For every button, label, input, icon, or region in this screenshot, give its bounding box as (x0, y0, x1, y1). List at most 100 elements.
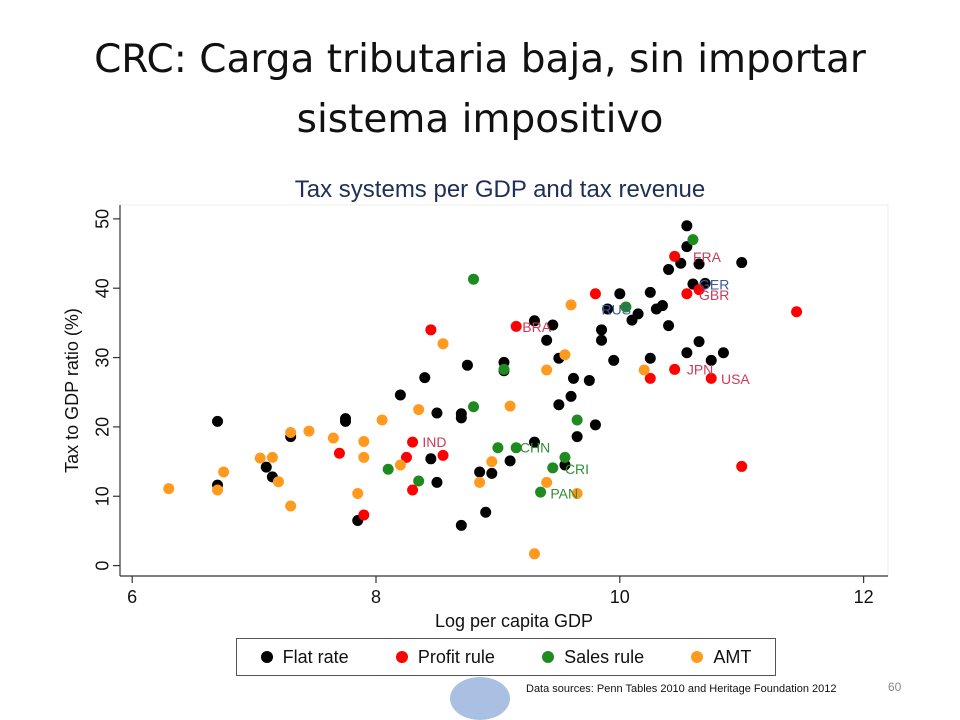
data-point-amt (413, 404, 425, 416)
data-point-flat-rate (656, 300, 668, 312)
data-point-amt (565, 299, 577, 311)
data-point-flat-rate (340, 415, 352, 427)
country-label: PAN (550, 485, 578, 501)
data-point-sales-rule (498, 363, 510, 375)
data-point-flat-rate (567, 372, 579, 384)
data-point-sales-rule (492, 442, 504, 454)
legend-marker (395, 651, 408, 663)
data-point-profit-rule (407, 484, 419, 496)
legend-marker (260, 651, 273, 663)
data-point-flat-rate (632, 308, 644, 320)
data-point-sales-rule (571, 414, 583, 426)
data-point-sales-rule (413, 475, 425, 487)
legend-item: Sales rule (542, 647, 644, 668)
data-point-profit-rule (510, 320, 522, 332)
y-tick-label: 20 (93, 417, 113, 437)
data-point-flat-rate (541, 334, 553, 346)
data-point-flat-rate (461, 359, 473, 371)
data-point-amt (212, 484, 224, 496)
data-point-amt (285, 426, 297, 438)
data-point-amt (474, 476, 486, 488)
data-point-flat-rate (705, 354, 717, 366)
legend-label: Flat rate (282, 646, 349, 667)
data-point-sales-rule (468, 273, 480, 285)
x-axis-title: Log per capita GDP (435, 611, 593, 631)
data-point-flat-rate (419, 372, 431, 384)
data-point-flat-rate (571, 431, 583, 443)
data-source-note: Data sources: Penn Tables 2010 and Herit… (526, 683, 837, 695)
country-label: GER (699, 277, 729, 293)
data-point-flat-rate (480, 506, 492, 518)
country-label: CHN (520, 440, 550, 456)
data-point-flat-rate (528, 436, 540, 448)
data-point-flat-rate (681, 347, 693, 359)
y-tick-label: 30 (93, 348, 113, 368)
data-point-profit-rule (407, 436, 419, 448)
data-point-profit-rule (791, 306, 803, 318)
data-point-flat-rate (565, 390, 577, 402)
data-point-profit-rule (437, 449, 449, 461)
data-point-amt (327, 432, 339, 444)
data-point-sales-rule (687, 234, 699, 246)
data-point-profit-rule (333, 447, 345, 459)
y-tick-label: 0 (93, 561, 113, 571)
legend-label: Profit rule (417, 646, 495, 667)
data-point-flat-rate (553, 399, 565, 411)
country-label: BRA (522, 319, 551, 335)
data-point-profit-rule (358, 509, 370, 521)
data-point-profit-rule (400, 451, 412, 463)
data-point-sales-rule (468, 401, 480, 413)
chart-title: Tax systems per GDP and tax revenue (294, 176, 706, 203)
data-point-sales-rule (559, 451, 571, 463)
data-point-flat-rate (681, 220, 693, 232)
data-point-profit-rule (644, 372, 656, 384)
x-tick-label: 6 (127, 587, 137, 607)
data-point-amt (559, 349, 571, 361)
data-point-flat-rate (528, 315, 540, 327)
data-point-amt (541, 476, 553, 488)
data-point-flat-rate (693, 336, 705, 348)
data-point-amt (358, 435, 370, 447)
data-point-flat-rate (431, 407, 443, 419)
data-point-flat-rate (644, 286, 656, 298)
data-point-amt (571, 487, 583, 499)
data-point-amt (528, 548, 540, 560)
data-point-sales-rule (535, 486, 547, 498)
data-point-flat-rate (596, 334, 608, 346)
legend-label: AMT (713, 646, 752, 667)
data-point-flat-rate (455, 412, 467, 424)
legend-label: Sales rule (564, 646, 645, 667)
data-point-flat-rate (394, 389, 406, 401)
data-point-sales-rule (620, 301, 632, 313)
x-tick-label: 10 (610, 587, 630, 607)
data-point-flat-rate (559, 459, 571, 471)
data-point-amt (254, 452, 266, 464)
data-point-amt (376, 414, 388, 426)
y-tick-label: 40 (93, 278, 113, 298)
data-point-amt (272, 476, 284, 488)
data-point-profit-rule (736, 460, 748, 472)
data-point-amt (303, 425, 315, 437)
chart-legend: Flat rate Profit rule Sales rule AMT (236, 638, 776, 676)
country-label: RUS (602, 302, 632, 318)
y-tick-label: 10 (93, 486, 113, 506)
data-point-flat-rate (644, 352, 656, 364)
data-point-amt (285, 500, 297, 512)
data-point-profit-rule (693, 284, 705, 296)
data-point-flat-rate (425, 453, 437, 465)
data-point-flat-rate (596, 324, 608, 336)
data-point-amt (358, 451, 370, 463)
data-point-amt (352, 487, 364, 499)
data-point-flat-rate (260, 461, 272, 473)
y-axis-title: Tax to GDP ratio (%) (62, 308, 82, 473)
country-label: JPN (687, 361, 713, 377)
data-point-flat-rate (608, 354, 620, 366)
country-label: USA (721, 371, 750, 387)
slide-nav-button[interactable] (450, 677, 510, 720)
slide-title-line1: CRC: Carga tributaria baja, sin importar (94, 37, 866, 82)
slide-title-line2: sistema impositivo (296, 97, 664, 142)
data-point-sales-rule (510, 442, 522, 454)
data-point-flat-rate (486, 467, 498, 479)
legend-marker (542, 651, 555, 663)
